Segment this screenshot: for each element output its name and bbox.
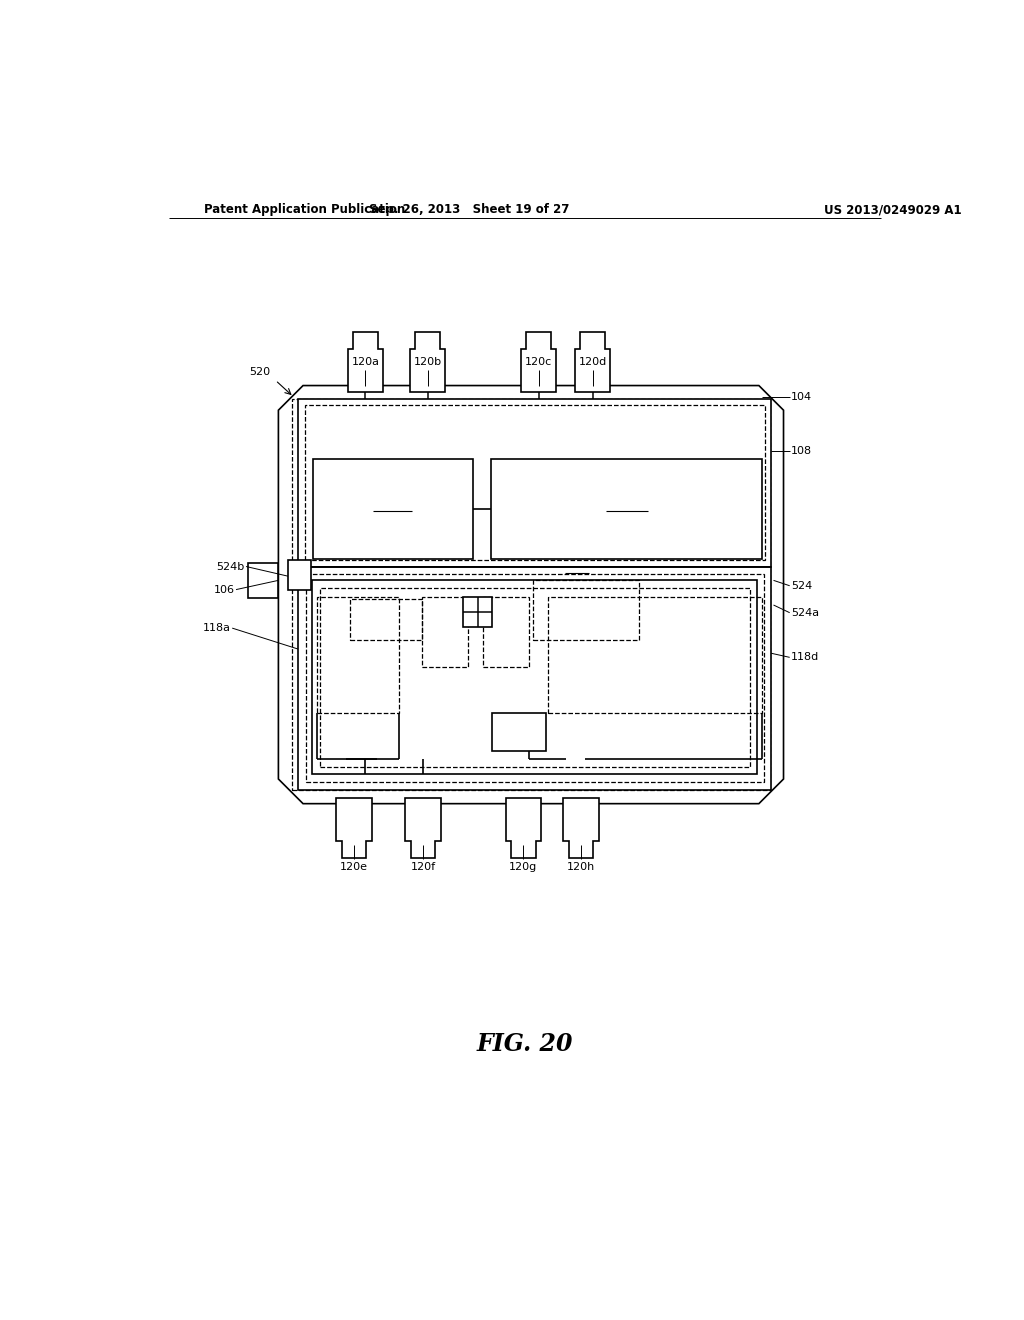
Bar [350, 599, 422, 640]
Text: 120d: 120d [579, 358, 606, 367]
Text: 118c: 118c [486, 669, 514, 680]
Text: 116: 116 [566, 561, 588, 572]
Text: 120f: 120f [411, 862, 436, 871]
Polygon shape [574, 331, 610, 392]
Bar [490, 459, 762, 558]
Text: 118b: 118b [393, 660, 422, 671]
Text: 102b: 102b [613, 500, 641, 510]
Bar [316, 597, 398, 713]
Bar [288, 561, 310, 590]
Text: 120c: 120c [525, 358, 552, 367]
Text: 118d: 118d [792, 652, 819, 663]
Text: 524a: 524a [792, 607, 819, 618]
Bar [298, 566, 771, 789]
Polygon shape [506, 797, 541, 858]
Bar [319, 589, 750, 767]
Text: 524b: 524b [216, 561, 245, 572]
Bar [548, 597, 762, 713]
Bar [493, 713, 547, 751]
Text: 122: 122 [389, 570, 411, 581]
Text: 118a: 118a [203, 623, 230, 634]
Text: 120a: 120a [351, 358, 380, 367]
Polygon shape [563, 797, 599, 858]
Text: 120e: 120e [340, 862, 368, 871]
Text: Sep. 26, 2013   Sheet 19 of 27: Sep. 26, 2013 Sheet 19 of 27 [370, 203, 569, 216]
Text: 120b: 120b [414, 358, 441, 367]
Polygon shape [410, 331, 445, 392]
Bar [532, 581, 639, 640]
Text: 108: 108 [792, 446, 812, 455]
Text: US 2013/0249029 A1: US 2013/0249029 A1 [823, 203, 962, 216]
Bar [422, 598, 468, 667]
Polygon shape [521, 331, 556, 392]
Text: 520: 520 [250, 367, 270, 378]
Bar [312, 581, 758, 775]
Polygon shape [279, 385, 783, 804]
Text: 524c: 524c [502, 706, 529, 717]
Bar [483, 598, 529, 667]
Bar [292, 400, 770, 789]
Text: FIG. 20: FIG. 20 [476, 1032, 573, 1056]
Polygon shape [406, 797, 441, 858]
Bar [306, 574, 764, 781]
Text: 120g: 120g [509, 862, 538, 871]
Text: 106: 106 [214, 585, 234, 594]
Text: 524: 524 [792, 581, 812, 591]
Bar [304, 405, 765, 561]
Polygon shape [336, 797, 372, 858]
Text: 104: 104 [792, 392, 812, 403]
Text: 120h: 120h [567, 862, 595, 871]
Text: Patent Application Publication: Patent Application Publication [204, 203, 404, 216]
Bar [313, 459, 473, 558]
Polygon shape [348, 331, 383, 392]
Bar [298, 399, 771, 566]
Bar [463, 598, 493, 627]
Polygon shape [248, 562, 279, 598]
Text: 102a: 102a [378, 500, 407, 510]
